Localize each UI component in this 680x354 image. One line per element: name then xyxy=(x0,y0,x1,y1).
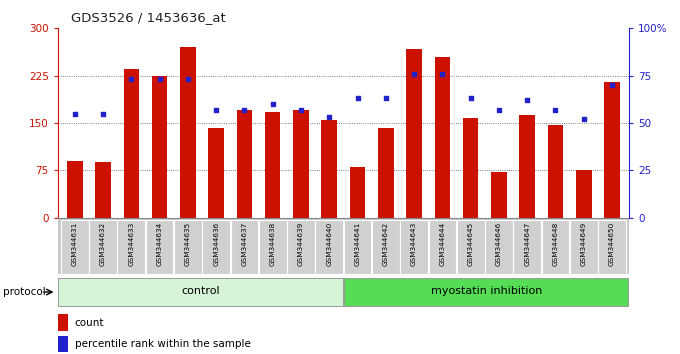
Bar xyxy=(146,220,173,274)
Text: GSM344640: GSM344640 xyxy=(326,222,333,267)
Text: GSM344650: GSM344650 xyxy=(609,222,615,267)
Text: GSM344638: GSM344638 xyxy=(270,222,275,267)
Bar xyxy=(457,220,485,274)
Bar xyxy=(491,172,507,218)
Point xyxy=(494,107,505,113)
Bar xyxy=(67,161,82,218)
Bar xyxy=(372,220,400,274)
Point xyxy=(154,76,165,82)
Bar xyxy=(485,220,513,274)
Bar xyxy=(231,220,258,274)
Bar xyxy=(293,110,309,218)
Text: GSM344636: GSM344636 xyxy=(213,222,219,267)
Bar xyxy=(208,128,224,218)
Bar xyxy=(58,219,629,274)
Text: GSM344647: GSM344647 xyxy=(524,222,530,267)
Text: GSM344631: GSM344631 xyxy=(72,222,78,267)
Bar xyxy=(95,162,111,218)
Bar xyxy=(463,118,479,218)
Bar xyxy=(118,220,145,274)
Bar xyxy=(570,220,598,274)
Bar xyxy=(428,220,456,274)
Text: GSM344641: GSM344641 xyxy=(354,222,360,267)
Bar xyxy=(316,220,343,274)
Bar xyxy=(89,220,117,274)
Bar xyxy=(124,69,139,218)
Bar xyxy=(58,314,68,331)
Bar xyxy=(265,112,280,218)
Point xyxy=(607,82,617,88)
Text: GDS3526 / 1453636_at: GDS3526 / 1453636_at xyxy=(71,11,226,24)
Bar xyxy=(58,336,68,352)
Point xyxy=(522,97,532,103)
Bar xyxy=(344,278,628,306)
Point xyxy=(324,114,335,120)
Bar xyxy=(174,220,202,274)
Text: GSM344637: GSM344637 xyxy=(241,222,248,267)
Bar xyxy=(350,167,365,218)
Text: GSM344646: GSM344646 xyxy=(496,222,502,267)
Bar xyxy=(435,57,450,218)
Bar xyxy=(401,220,428,274)
Text: control: control xyxy=(182,286,220,296)
Bar xyxy=(237,110,252,218)
Bar xyxy=(61,220,88,274)
Bar xyxy=(520,115,535,218)
Text: GSM344644: GSM344644 xyxy=(439,222,445,267)
Point xyxy=(409,71,420,76)
Bar xyxy=(152,76,167,218)
Bar xyxy=(202,220,230,274)
Text: count: count xyxy=(75,318,104,327)
Point xyxy=(182,76,193,82)
Text: GSM344642: GSM344642 xyxy=(383,222,389,267)
Point xyxy=(126,76,137,82)
Text: GSM344635: GSM344635 xyxy=(185,222,191,267)
Bar xyxy=(542,220,569,274)
Text: GSM344649: GSM344649 xyxy=(581,222,587,267)
Point xyxy=(211,107,222,113)
Point xyxy=(380,96,391,101)
Bar xyxy=(343,220,371,274)
Point xyxy=(267,101,278,107)
Text: myostatin inhibition: myostatin inhibition xyxy=(430,286,542,296)
Point xyxy=(437,71,448,76)
Bar xyxy=(605,82,619,218)
Bar xyxy=(378,128,394,218)
Bar xyxy=(180,47,196,218)
Bar xyxy=(259,220,286,274)
Text: GSM344634: GSM344634 xyxy=(156,222,163,267)
Text: GSM344633: GSM344633 xyxy=(129,222,135,267)
Point xyxy=(98,111,109,116)
Point xyxy=(296,107,307,113)
Bar xyxy=(58,278,343,306)
Text: percentile rank within the sample: percentile rank within the sample xyxy=(75,339,251,349)
Point xyxy=(69,111,80,116)
Bar xyxy=(322,120,337,218)
Text: protocol: protocol xyxy=(3,287,46,297)
Point xyxy=(550,107,561,113)
Point xyxy=(239,107,250,113)
Text: GSM344643: GSM344643 xyxy=(411,222,417,267)
Bar xyxy=(598,220,626,274)
Text: GSM344639: GSM344639 xyxy=(298,222,304,267)
Bar xyxy=(547,125,563,218)
Bar xyxy=(576,170,592,218)
Text: GSM344632: GSM344632 xyxy=(100,222,106,267)
Bar xyxy=(407,48,422,218)
Text: GSM344645: GSM344645 xyxy=(468,222,474,267)
Point xyxy=(352,96,363,101)
Bar xyxy=(513,220,541,274)
Point xyxy=(578,116,589,122)
Point xyxy=(465,96,476,101)
Text: GSM344648: GSM344648 xyxy=(552,222,558,267)
Bar xyxy=(287,220,315,274)
